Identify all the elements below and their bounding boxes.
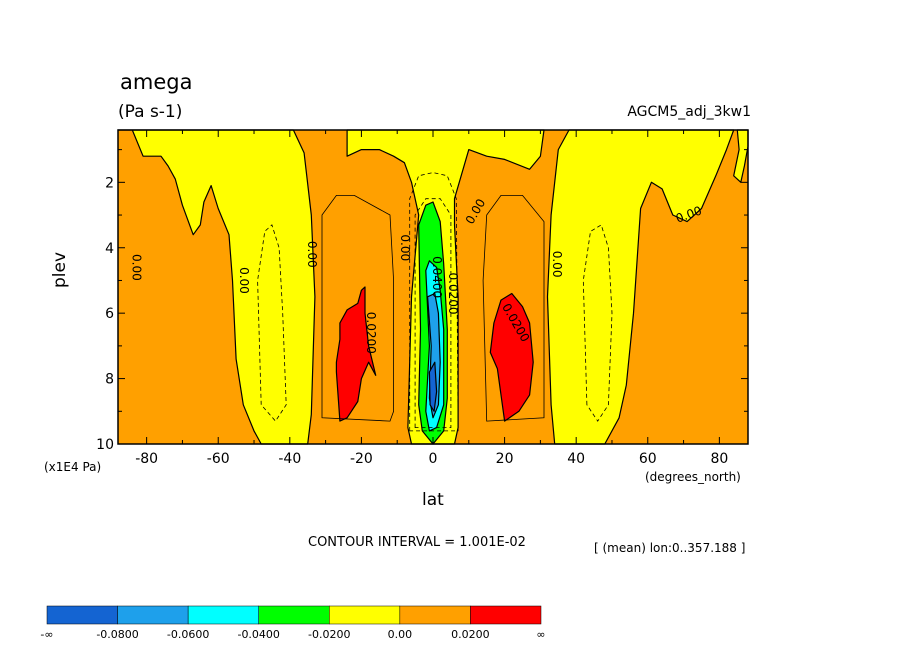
colorbar-swatch (46, 605, 118, 625)
chart-units: (Pa s-1) (118, 102, 183, 122)
colorbar-label: ∞ (536, 628, 545, 641)
x-tick-label: 60 (639, 451, 657, 467)
colorbar-label: -0.0200 (308, 628, 350, 641)
x-tick-label: 80 (710, 451, 728, 467)
colorbar-swatch (399, 605, 471, 625)
contour-line (409, 172, 459, 432)
y-tick-label: 4 (105, 241, 114, 257)
colorbar-label: -0.0400 (237, 628, 279, 641)
contour-line (257, 224, 287, 422)
x-tick-label: 0 (429, 451, 438, 467)
colorbar-swatch (470, 605, 542, 625)
colorbar-label: 0.0200 (451, 628, 490, 641)
contour-label: 0.0200 (364, 312, 378, 354)
contour-line (414, 198, 452, 429)
x-axis-units: (degrees_north) (645, 470, 741, 484)
contour-line (482, 194, 545, 422)
contour-line (321, 194, 395, 422)
contour-label: 0.00 (305, 241, 319, 268)
chart-title: amega (120, 70, 193, 94)
x-tick-label: 40 (567, 451, 585, 467)
contour-interval: CONTOUR INTERVAL = 1.001E-02 (308, 535, 526, 550)
x-tick-label: 20 (496, 451, 514, 467)
x-tick-label: -20 (350, 451, 373, 467)
colorbar-label: -0.0600 (167, 628, 209, 641)
colorbar-swatch (117, 605, 189, 625)
x-tick-label: -80 (135, 451, 158, 467)
contour-region (546, 129, 735, 445)
colorbar-label: 0.00 (388, 628, 413, 641)
contour-region (117, 129, 316, 445)
contour-region (428, 361, 438, 412)
dataset-name: AGCM5_adj_3kw1 (627, 104, 751, 120)
y-axis-units: (x1E4 Pa) (44, 460, 102, 474)
colorbar-label: -∞ (40, 628, 53, 641)
y-tick-label: 10 (96, 437, 114, 453)
contour-label: 0.0200 (446, 273, 460, 315)
y-tick-label: 6 (105, 306, 114, 322)
contour-region (335, 286, 377, 422)
colorbar-swatch (329, 605, 401, 625)
colorbar-swatch (258, 605, 330, 625)
contour-label: 0.00 (129, 254, 143, 281)
contour-label: 0.00 (550, 251, 564, 278)
contour-label: 0.0400 (430, 256, 444, 298)
contour-line (582, 224, 613, 422)
colorbar-swatch (187, 605, 259, 625)
contour-label: 0.00 (237, 267, 251, 294)
colorbar: -∞ -0.0800 -0.0600 -0.0400 -0.0200 0.00 0.0200… (40, 605, 546, 641)
x-axis-label: lat (422, 490, 444, 510)
x-tick-label: -60 (207, 451, 230, 467)
y-tick-label: 8 (105, 372, 114, 388)
y-tick-label: 2 (105, 175, 114, 191)
x-tick-label: -40 (278, 451, 301, 467)
mean-note: [ (mean) lon:0..357.188 ] (594, 541, 746, 555)
colorbar-label: -0.0800 (96, 628, 138, 641)
contour-label: 0.00 (398, 234, 412, 261)
contour-region (489, 292, 534, 422)
